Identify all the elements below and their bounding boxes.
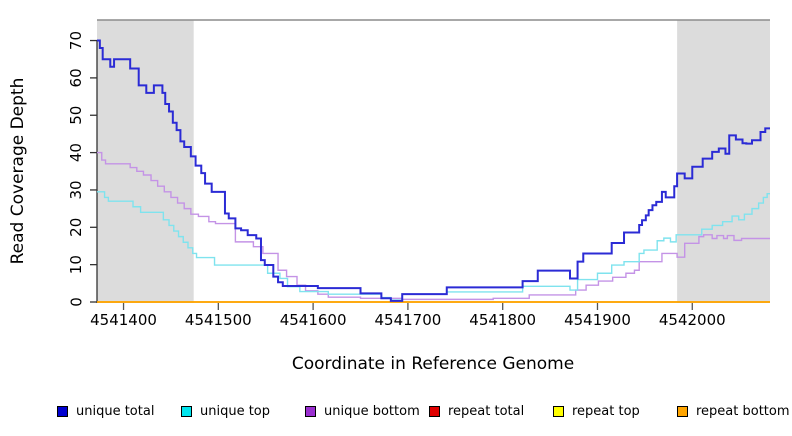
x-axis-title: Coordinate in Reference Genome (292, 354, 574, 374)
legend-label: repeat bottom (696, 403, 790, 419)
legend-item-unique-total: unique total (57, 404, 181, 419)
legend-label: unique total (76, 403, 155, 419)
x-tick-label: 4541400 (90, 311, 157, 329)
x-tick-label: 4541500 (185, 311, 252, 329)
legend-item-unique-bottom: unique bottom (305, 404, 429, 419)
series-line-unique-top (97, 191, 770, 301)
y-axis-title: Read Coverage Depth (8, 78, 28, 265)
legend-swatch-icon (305, 405, 316, 417)
legend-label: unique top (200, 403, 271, 419)
legend-label: repeat top (572, 403, 640, 419)
series-line-unique-bottom (97, 151, 770, 301)
y-tick-label: 60 (67, 68, 85, 87)
legend-label: unique bottom (324, 403, 420, 419)
legend-label: repeat total (448, 403, 525, 419)
shaded-region-left (97, 20, 194, 303)
y-tick-label: 70 (67, 31, 85, 50)
y-tick-label: 10 (67, 255, 85, 274)
x-tick-label: 4541700 (375, 311, 442, 329)
legend-swatch-icon (57, 405, 68, 417)
y-tick-label: 50 (67, 106, 85, 125)
legend-swatch-icon (181, 405, 192, 417)
legend-item-repeat-total: repeat total (429, 404, 553, 419)
legend-item-repeat-bottom: repeat bottom (677, 404, 792, 419)
x-tick-label: 4541600 (280, 311, 347, 329)
x-tick-label: 4541900 (564, 311, 631, 329)
legend-swatch-icon (677, 405, 688, 417)
x-tick-label: 4542000 (659, 311, 726, 329)
y-tick-label: 40 (67, 143, 85, 162)
y-tick-label: 30 (67, 180, 85, 199)
legend-swatch-icon (429, 405, 440, 417)
legend-item-repeat-top: repeat top (553, 404, 677, 419)
y-tick-label: 20 (67, 218, 85, 237)
series-line-unique-total (97, 39, 770, 302)
legend-item-unique-top: unique top (181, 404, 305, 419)
legend-swatch-icon (553, 405, 564, 417)
x-tick-label: 4541800 (469, 311, 536, 329)
y-tick-label: 0 (67, 297, 85, 307)
chart-legend: unique total unique top unique bottom repea… (0, 399, 792, 423)
shaded-region-right (677, 20, 770, 303)
